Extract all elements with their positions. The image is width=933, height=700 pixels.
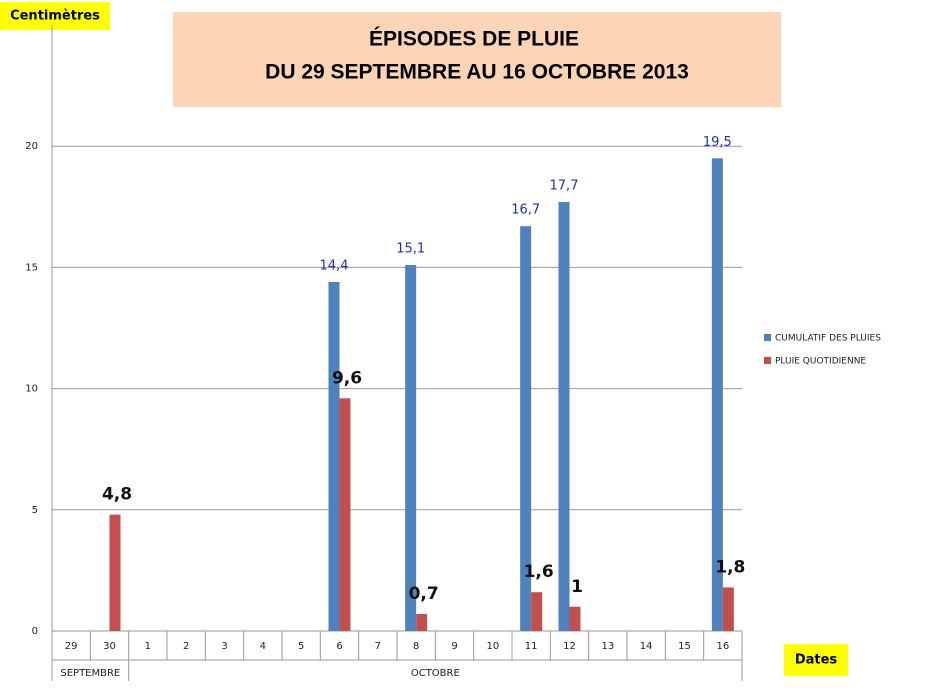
x-tick-label: 1 (145, 641, 151, 652)
y-axis-label: Centimètres (10, 9, 100, 24)
bar (405, 264, 417, 631)
bar (711, 158, 723, 631)
bar (416, 614, 428, 631)
data-label: 1 (571, 577, 583, 597)
data-label: 9,6 (332, 368, 362, 388)
data-label: 19,5 (703, 135, 732, 150)
chart-subtitle: DU 29 SEPTEMBRE AU 16 OCTOBRE 2013 (265, 61, 689, 84)
x-tick-label: 14 (640, 641, 653, 652)
data-label: 1,8 (715, 557, 745, 577)
bar (722, 587, 734, 631)
x-tick-label: 12 (563, 641, 576, 652)
x-tick-label: 8 (413, 641, 419, 652)
legend-swatch (764, 334, 771, 341)
data-label: 15,1 (396, 241, 425, 256)
x-tick-label: 3 (221, 641, 227, 652)
x-axis-label: Dates (795, 653, 838, 668)
data-label: 4,8 (102, 485, 132, 505)
x-label-box (784, 644, 848, 676)
x-group-label: SEPTEMBRE (60, 668, 120, 679)
legend-label: PLUIE QUOTIDIENNE (775, 357, 866, 367)
x-tick-label: 16 (716, 641, 729, 652)
data-label: 1,6 (524, 562, 554, 582)
bar (109, 514, 121, 631)
x-tick-label: 5 (298, 641, 304, 652)
bar (558, 201, 570, 631)
title-box (173, 12, 781, 107)
bar (339, 398, 351, 631)
x-tick-label: 6 (336, 641, 342, 652)
legend-swatch (764, 357, 771, 364)
x-tick-label: 9 (451, 641, 457, 652)
x-tick-label: 30 (103, 641, 116, 652)
y-label-box (0, 2, 110, 30)
x-tick-label: 10 (486, 641, 499, 652)
bar (520, 226, 532, 631)
data-label: 17,7 (550, 178, 579, 193)
x-tick-label: 2 (183, 641, 189, 652)
x-tick-label: 13 (601, 641, 614, 652)
x-tick-label: 11 (525, 641, 538, 652)
y-tick-label: 0 (32, 626, 38, 637)
data-label: 16,7 (511, 203, 540, 218)
y-tick-label: 10 (25, 384, 38, 395)
data-label: 14,4 (320, 258, 349, 273)
y-tick-label: 5 (32, 505, 38, 516)
x-tick-label: 4 (260, 641, 266, 652)
x-group-label: OCTOBRE (411, 668, 460, 679)
x-tick-label: 29 (65, 641, 78, 652)
chart-title: ÉPISODES DE PLUIE (369, 28, 579, 51)
bar (531, 592, 543, 631)
y-tick-label: 15 (25, 262, 38, 273)
bar (328, 281, 340, 631)
x-tick-label: 7 (375, 641, 381, 652)
legend-label: CUMULATIF DES PLUIES (775, 334, 881, 344)
bar (569, 606, 581, 631)
x-tick-label: 15 (678, 641, 691, 652)
data-label: 0,7 (409, 584, 439, 604)
y-tick-label: 20 (25, 141, 38, 152)
